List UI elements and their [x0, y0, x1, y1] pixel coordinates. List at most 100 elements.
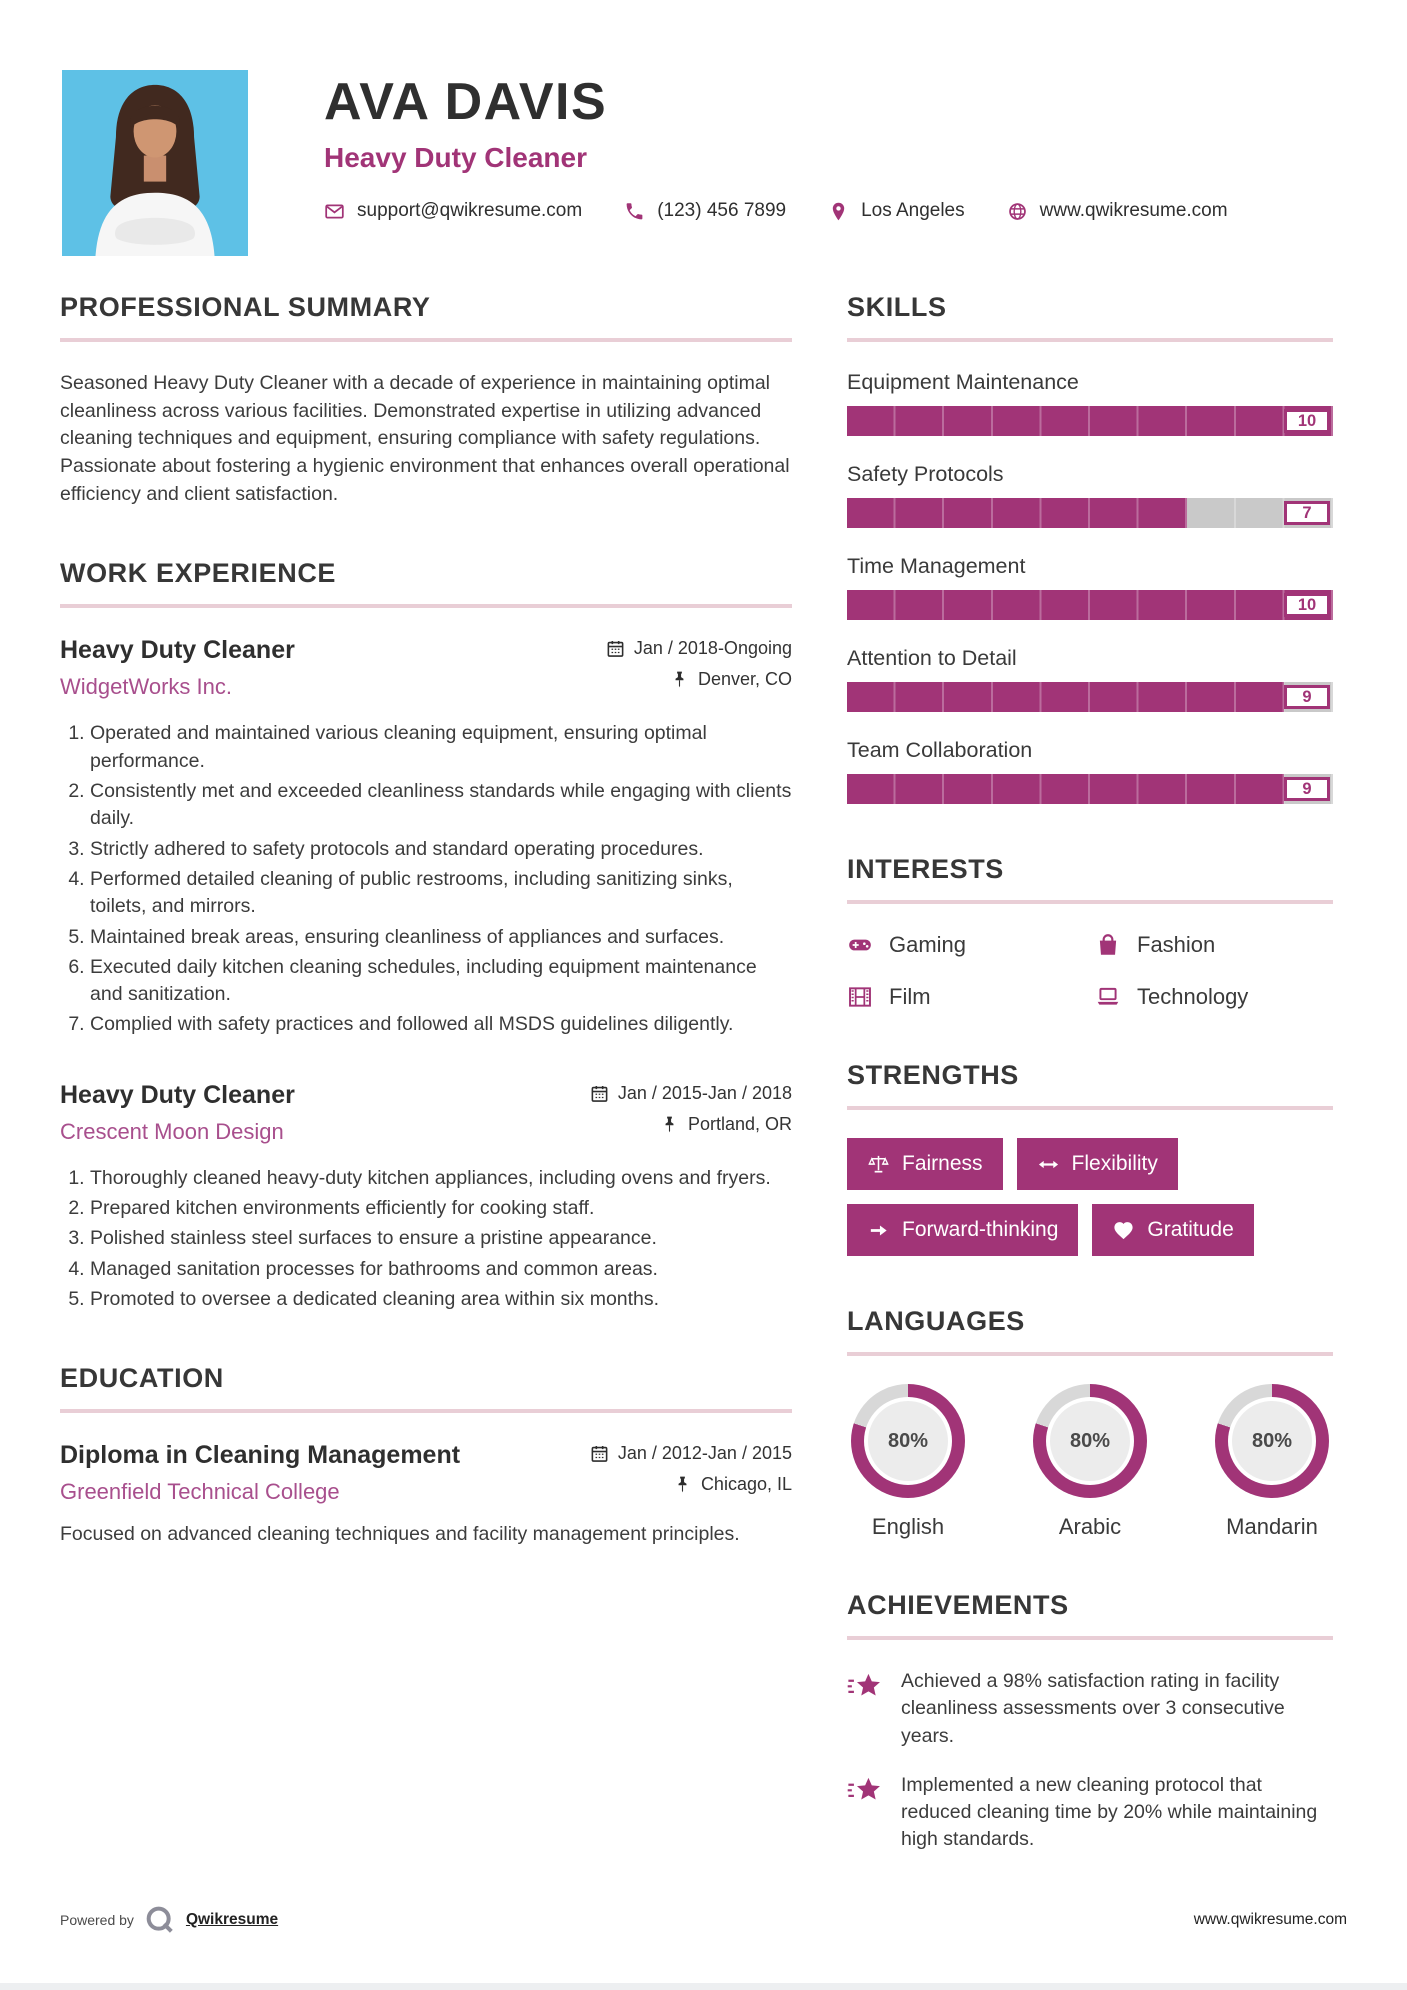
skill-bar-fill [847, 498, 1188, 528]
contact-row: support@qwikresume.com (123) 456 7899 Los … [324, 200, 1228, 222]
job-header-left: Heavy Duty Cleaner WidgetWorks Inc. [60, 636, 295, 700]
skill-bar-grid [847, 406, 1333, 436]
job-bullet: Performed detailed cleaning of public re… [90, 866, 792, 921]
skill-score: 9 [1284, 777, 1330, 801]
interests-grid: Gaming Fashion Film Technology [847, 932, 1333, 1010]
globe-icon [1007, 201, 1028, 222]
section-divider [847, 900, 1333, 904]
calendar-icon [590, 1084, 609, 1103]
location-icon [828, 201, 849, 222]
strength-label: Forward-thinking [902, 1218, 1059, 1241]
job-header-left: Heavy Duty Cleaner Crescent Moon Design [60, 1081, 295, 1145]
job-bullet: Maintained break areas, ensuring cleanli… [90, 924, 792, 951]
right-column: SKILLS Equipment Maintenance 10 Safety Pro… [847, 292, 1333, 1904]
job-header: Heavy Duty Cleaner WidgetWorks Inc. Jan / … [60, 636, 792, 700]
pushpin-icon [673, 1475, 692, 1494]
qwikresume-logo-icon [144, 1904, 176, 1936]
job-dates-line: Jan / 2015-Jan / 2018 [590, 1083, 792, 1104]
powered-by-label: Powered by [60, 1912, 134, 1928]
interest-label: Gaming [889, 932, 967, 957]
job-header: Heavy Duty Cleaner Crescent Moon Design Ja… [60, 1081, 792, 1145]
section-divider [847, 338, 1333, 342]
achievements-list: Achieved a 98% satisfaction rating in fa… [847, 1668, 1333, 1854]
achievement-item: Implemented a new cleaning protocol that… [847, 1772, 1333, 1854]
section-divider [60, 604, 792, 609]
strengths-chips: Fairness Flexibility Forward-thinking Grati… [847, 1138, 1333, 1256]
section-divider [60, 1409, 792, 1414]
skill-bar-grid [847, 590, 1333, 620]
job-company-name: WidgetWorks Inc. [60, 674, 232, 700]
skill-bar: 9 [847, 682, 1333, 712]
skill-bar: 10 [847, 590, 1333, 620]
skill-score: 10 [1284, 409, 1330, 433]
job-bullet: Polished stainless steel surfaces to ens… [90, 1225, 792, 1252]
strength-label: Fairness [902, 1152, 983, 1175]
job-dates-line: Jan / 2018-Ongoing [606, 638, 792, 659]
contact-text: www.qwikresume.com [1039, 200, 1228, 221]
qwikresume-link[interactable]: Qwikresume [185, 1911, 279, 1928]
skill-item: Time Management 10 [847, 554, 1333, 620]
language-name: Arabic [1058, 1514, 1122, 1539]
job-entry: Heavy Duty Cleaner WidgetWorks Inc. Jan / … [60, 636, 792, 1038]
contact-item[interactable]: support@qwikresume.com [324, 200, 582, 222]
header: AVA DAVIS Heavy Duty Cleaner support@qwi… [62, 70, 1228, 256]
achievement-item: Achieved a 98% satisfaction rating in fa… [847, 1668, 1333, 1750]
achievements-section: ACHIEVEMENTS Achieved a 98% satisfaction… [847, 1590, 1333, 1854]
job-bullet: Complied with safety practices and follo… [90, 1011, 792, 1038]
skill-score: 7 [1284, 501, 1330, 525]
skill-item: Attention to Detail 9 [847, 646, 1333, 712]
strengths-heading: STRENGTHS [847, 1060, 1019, 1090]
pushpin-icon [660, 1115, 679, 1134]
contact-text: support@qwikresume.com [357, 200, 583, 221]
summary-text: Seasoned Heavy Duty Cleaner with a decad… [60, 372, 790, 505]
education-description: Focused on advanced cleaning techniques … [60, 1523, 740, 1546]
job-bullet: Thoroughly cleaned heavy-duty kitchen ap… [90, 1165, 792, 1192]
calendar-icon [590, 1444, 609, 1463]
film-icon [847, 984, 873, 1010]
education-location: Chicago, IL [700, 1474, 792, 1495]
interest-item: Gaming [847, 932, 1085, 958]
person-title: Heavy Duty Cleaner [324, 142, 588, 173]
strength-label: Flexibility [1071, 1152, 1158, 1175]
skill-name: Attention to Detail [847, 646, 1017, 670]
interest-item: Fashion [1095, 932, 1333, 958]
interests-heading: INTERESTS [847, 854, 1004, 884]
interest-label: Fashion [1137, 932, 1216, 957]
school-name: Greenfield Technical College [60, 1479, 340, 1505]
contact-item[interactable]: www.qwikresume.com [1007, 200, 1228, 222]
job-bullet: Consistently met and exceeded cleanlines… [90, 778, 792, 833]
profile-photo [62, 70, 248, 256]
interest-item: Film [847, 984, 1085, 1010]
job-bullet: Operated and maintained various cleaning… [90, 720, 792, 775]
language-name: Mandarin [1226, 1514, 1318, 1539]
job-title-text: Heavy Duty Cleaner [60, 1080, 295, 1109]
footer: Powered by Qwikresume www.qwikresume.com [60, 1898, 1347, 1942]
job-bullet: Executed daily kitchen cleaning schedule… [90, 954, 792, 1009]
achievement-text: Implemented a new cleaning protocol that… [901, 1773, 1318, 1851]
laptop-icon [1095, 984, 1121, 1010]
interest-label: Film [889, 984, 931, 1009]
language-item: 80% Mandarin [1213, 1384, 1331, 1540]
skill-item: Team Collaboration 9 [847, 738, 1333, 804]
job-bullet: Prepared kitchen environments efficientl… [90, 1195, 792, 1222]
strength-chip: Flexibility [1016, 1138, 1178, 1190]
skill-bar-fill [847, 406, 1333, 436]
work-section: WORK EXPERIENCE Heavy Duty Cleaner Widget… [60, 558, 792, 1313]
achievements-heading: ACHIEVEMENTS [847, 1590, 1069, 1620]
education-heading: EDUCATION [60, 1363, 224, 1394]
strengths-section: STRENGTHS Fairness Flexibility Forward-thi… [847, 1060, 1333, 1256]
skill-item: Safety Protocols 7 [847, 462, 1333, 528]
job-meta: Jan / 2018-Ongoing Denver, CO [606, 636, 792, 700]
language-percent: 80% [868, 1401, 948, 1481]
interest-item: Technology [1095, 984, 1333, 1010]
interest-label: Technology [1137, 984, 1249, 1009]
education-dates: Jan / 2012-Jan / 2015 [617, 1443, 792, 1464]
contact-item: Los Angeles [828, 200, 965, 222]
skill-bar-fill [847, 590, 1333, 620]
job-bullet: Managed sanitation processes for bathroo… [90, 1256, 792, 1283]
shooting-star-icon [847, 1670, 883, 1704]
skills-heading: SKILLS [847, 292, 947, 322]
job-entry: Heavy Duty Cleaner Crescent Moon Design Ja… [60, 1081, 792, 1313]
language-percent: 80% [1232, 1401, 1312, 1481]
phone-icon [624, 201, 645, 222]
